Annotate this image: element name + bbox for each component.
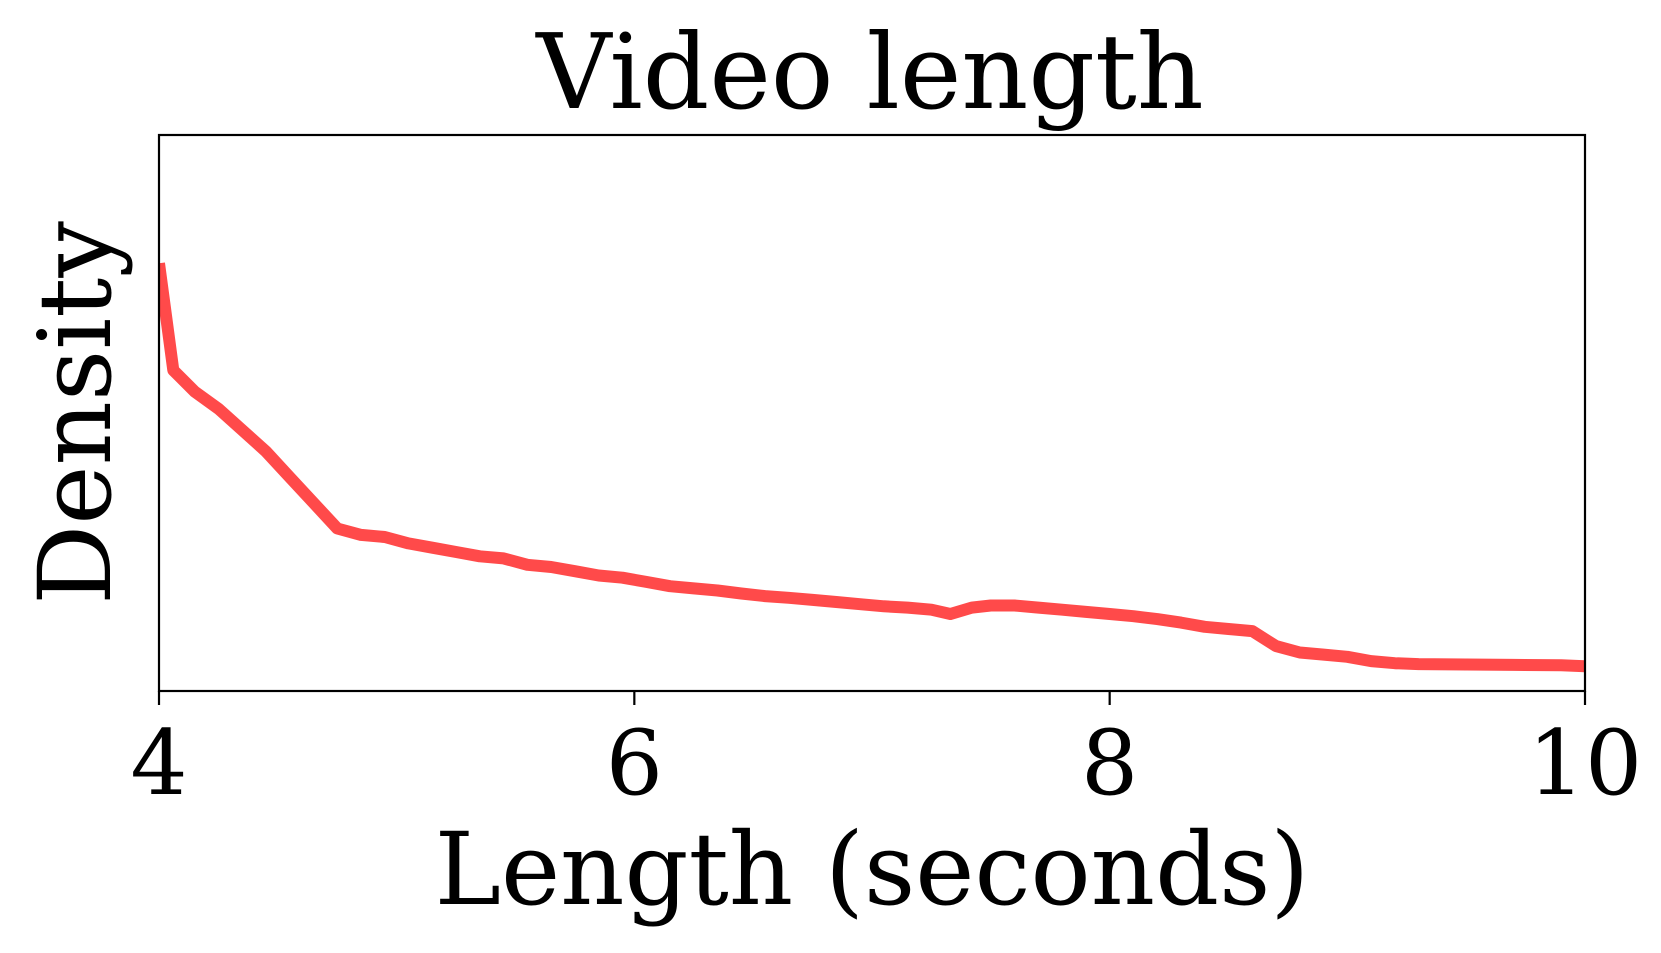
x-tick-label: 10 (1528, 711, 1643, 816)
series-line-0 (159, 262, 1585, 673)
x-tick-label: 6 (606, 711, 663, 816)
x-tick-label: 4 (130, 711, 187, 816)
y-axis-label: Density (17, 221, 134, 605)
x-axis: 4 6 8 10 (130, 691, 1642, 816)
x-axis-label: Length (seconds) (435, 811, 1310, 928)
x-tick-label: 8 (1081, 711, 1138, 816)
plot-frame (157, 133, 1587, 693)
plot-area (159, 262, 1585, 673)
chart-title: Video length (534, 11, 1203, 133)
